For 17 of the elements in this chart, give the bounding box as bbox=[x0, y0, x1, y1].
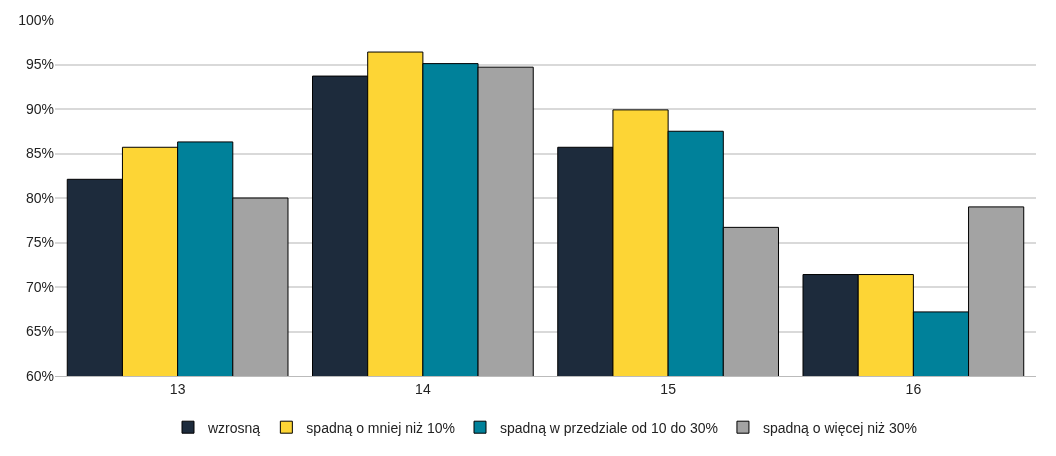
legend-label: wzrosną bbox=[207, 419, 261, 436]
legend-label: spadną o mniej niż 10% bbox=[306, 419, 455, 436]
y-tick-label: 75% bbox=[25, 234, 54, 251]
y-tick-label: 65% bbox=[25, 323, 54, 340]
x-tick-label: 16 bbox=[905, 380, 922, 397]
x-tick-label: 14 bbox=[415, 380, 431, 397]
legend-label: spadną o więcej niż 30% bbox=[762, 419, 918, 436]
legend-label: spadną w przedziale od 10 do 30% bbox=[500, 419, 718, 436]
y-tick-label: 80% bbox=[25, 189, 54, 206]
y-tick-label: 70% bbox=[25, 278, 54, 295]
x-tick-label: 15 bbox=[660, 380, 677, 397]
y-tick-label: 60% bbox=[25, 367, 54, 384]
y-tick-label: 85% bbox=[25, 145, 54, 162]
x-tick-label: 13 bbox=[169, 380, 186, 397]
y-tick-label: 90% bbox=[25, 100, 54, 117]
y-tick-label: 95% bbox=[25, 56, 54, 73]
y-tick-label: 100% bbox=[18, 11, 54, 28]
